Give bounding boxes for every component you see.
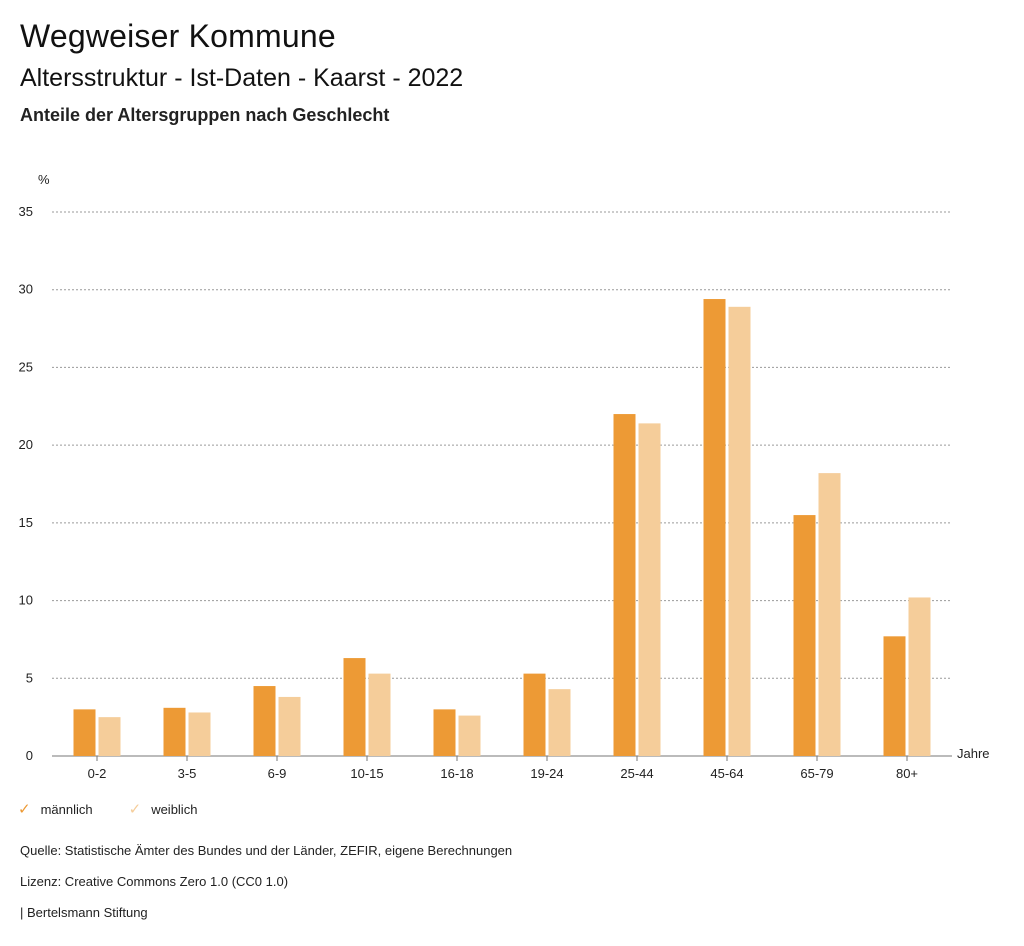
chart-description: Anteile der Altersgruppen nach Geschlech… <box>20 105 390 125</box>
bar-male-19-24 <box>523 673 546 756</box>
x-tick-label: 3-5 <box>178 766 197 781</box>
legend-label-male: männlich <box>40 802 93 817</box>
bar-male-16-18 <box>433 709 456 756</box>
chart-subtitle: Altersstruktur - Ist-Daten - Kaarst - 20… <box>20 64 464 92</box>
bar-male-65-79 <box>793 515 816 756</box>
bar-female-80+ <box>908 597 931 756</box>
source-note: Quelle: Statistische Ämter des Bundes un… <box>20 843 513 858</box>
legend-label-female: weiblich <box>151 802 198 817</box>
legend-item-male[interactable]: ✓ männlich <box>18 802 93 817</box>
bar-male-0-2 <box>73 709 96 756</box>
y-axis-unit-label: % <box>38 172 50 187</box>
check-icon: ✓ <box>18 801 31 818</box>
bar-male-10-15 <box>343 658 366 756</box>
x-tick-label: 0-2 <box>88 766 107 781</box>
publisher-note: | Bertelsmann Stiftung <box>20 905 148 920</box>
y-tick-label: 35 <box>19 204 33 219</box>
bar-male-6-9 <box>253 686 276 756</box>
bar-male-80+ <box>883 636 906 756</box>
bar-male-3-5 <box>163 707 186 756</box>
bar-male-25-44 <box>613 414 636 756</box>
bar-male-45-64 <box>703 299 726 756</box>
bar-female-3-5 <box>188 712 211 756</box>
bar-female-45-64 <box>728 306 751 756</box>
x-axis-label: Jahre <box>957 746 990 761</box>
y-tick-label: 0 <box>26 748 33 763</box>
x-tick-label: 10-15 <box>350 766 383 781</box>
legend-item-female[interactable]: ✓ weiblich <box>129 802 198 817</box>
bar-female-10-15 <box>368 673 391 756</box>
x-tick-label: 25-44 <box>620 766 653 781</box>
bar-chart: % 0 5 10 15 20 25 30 35 0-2 3-5 6-9 10-15 16-18 19-24 2… <box>19 172 990 781</box>
bar-female-6-9 <box>278 696 301 756</box>
x-tick-label: 80+ <box>896 766 918 781</box>
chart-legend: ✓ männlich ✓ weiblich <box>18 802 197 817</box>
x-tick-label: 45-64 <box>710 766 743 781</box>
bar-female-16-18 <box>458 715 481 756</box>
bar-female-0-2 <box>98 717 121 756</box>
bar-female-65-79 <box>818 473 841 756</box>
x-tick-label: 16-18 <box>440 766 473 781</box>
x-tick-label: 65-79 <box>800 766 833 781</box>
y-tick-label: 5 <box>26 670 33 685</box>
y-tick-label: 30 <box>19 282 33 297</box>
y-tick-label: 15 <box>19 515 33 530</box>
bar-female-25-44 <box>638 423 661 756</box>
page-title: Wegweiser Kommune <box>20 18 336 54</box>
x-tick-label: 19-24 <box>530 766 563 781</box>
y-tick-label: 20 <box>19 437 33 452</box>
y-tick-label: 25 <box>19 359 33 374</box>
bar-female-19-24 <box>548 689 571 756</box>
license-note: Lizenz: Creative Commons Zero 1.0 (CC0 1… <box>20 874 289 889</box>
x-tick-label: 6-9 <box>268 766 287 781</box>
y-tick-label: 10 <box>19 593 33 608</box>
check-icon: ✓ <box>128 801 142 818</box>
